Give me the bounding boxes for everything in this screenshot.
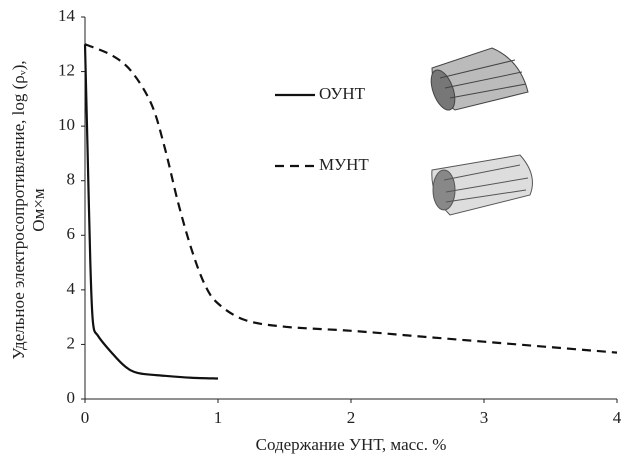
y-tick-label: 12: [58, 60, 75, 79]
y-tick-label: 6: [67, 224, 76, 243]
y-tick-label: 8: [67, 170, 76, 189]
nanotube-mwcnt-icon: [431, 154, 533, 216]
x-tick-label: 2: [347, 408, 356, 427]
y-tick-label: 14: [58, 6, 76, 25]
y-tick-label: 2: [67, 333, 76, 352]
y-tick-label: 0: [67, 388, 76, 407]
y-axis-label: Удельное электросопротивление, log (ρᵥ),: [9, 60, 28, 359]
y-tick-label: 10: [58, 115, 75, 134]
y-tick-label: 4: [67, 279, 76, 298]
nanotube-swcnt-icon: [430, 47, 529, 111]
x-axis-label: Содержание УНТ, масс. %: [256, 435, 447, 454]
series-line: [84, 43, 618, 354]
x-tick-label: 4: [613, 408, 622, 427]
x-tick-label: 3: [480, 408, 489, 427]
legend-label: МУНТ: [319, 155, 369, 174]
y-axis-label: Ом×м: [29, 188, 48, 232]
x-tick-label: 0: [81, 408, 90, 427]
legend-label: ОУНТ: [319, 84, 366, 103]
series-line: [83, 44, 219, 380]
x-tick-label: 1: [214, 408, 223, 427]
